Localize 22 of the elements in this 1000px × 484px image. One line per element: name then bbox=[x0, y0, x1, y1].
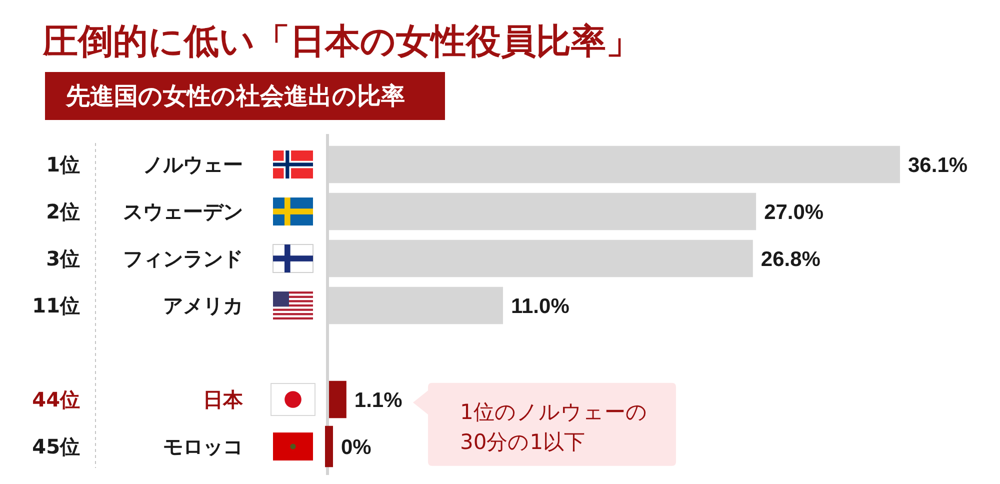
y-tick-label: ノルウェー bbox=[143, 152, 243, 176]
data-label: 0% bbox=[341, 436, 372, 459]
data-label: 11.0% bbox=[510, 295, 570, 318]
chart-title: 圧倒的に低い「日本の女性役員比率」 bbox=[42, 22, 641, 62]
y-tick-label: フィンランド bbox=[123, 246, 243, 270]
y-tick-label: アメリカ bbox=[163, 294, 243, 318]
bar bbox=[329, 380, 346, 418]
y2-tick-label: 3位 bbox=[46, 246, 80, 270]
data-label: 27.0% bbox=[764, 201, 824, 224]
y2-tick-label: 11位 bbox=[32, 294, 80, 318]
chart-subtitle: 先進国の女性の社会進出の比率 bbox=[65, 82, 405, 110]
y-tick-label: スウェーデン bbox=[123, 200, 243, 224]
y-tick-label: 日本 bbox=[203, 388, 244, 412]
y2-tick-label: 45位 bbox=[32, 434, 80, 458]
y2-tick-label: 2位 bbox=[46, 200, 80, 224]
data-label: 36.1% bbox=[908, 154, 968, 177]
y2-tick-label: 44位 bbox=[32, 388, 80, 412]
annotation: 1位のノルウェーの 30分の1以下 bbox=[460, 400, 648, 454]
data-label: 26.8% bbox=[760, 248, 821, 271]
y-tick-label: モロッコ bbox=[163, 434, 243, 458]
data-label: 1.1% bbox=[354, 389, 403, 412]
y2-tick-label: 1位 bbox=[46, 152, 80, 176]
